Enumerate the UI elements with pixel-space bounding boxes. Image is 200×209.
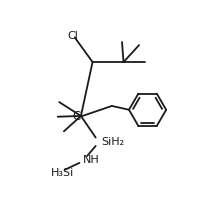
Text: SiH₂: SiH₂ bbox=[101, 137, 124, 147]
Text: NH: NH bbox=[82, 155, 99, 165]
Text: H₃Si: H₃Si bbox=[50, 168, 74, 178]
Text: Cl: Cl bbox=[67, 31, 78, 41]
Text: C: C bbox=[72, 110, 80, 123]
